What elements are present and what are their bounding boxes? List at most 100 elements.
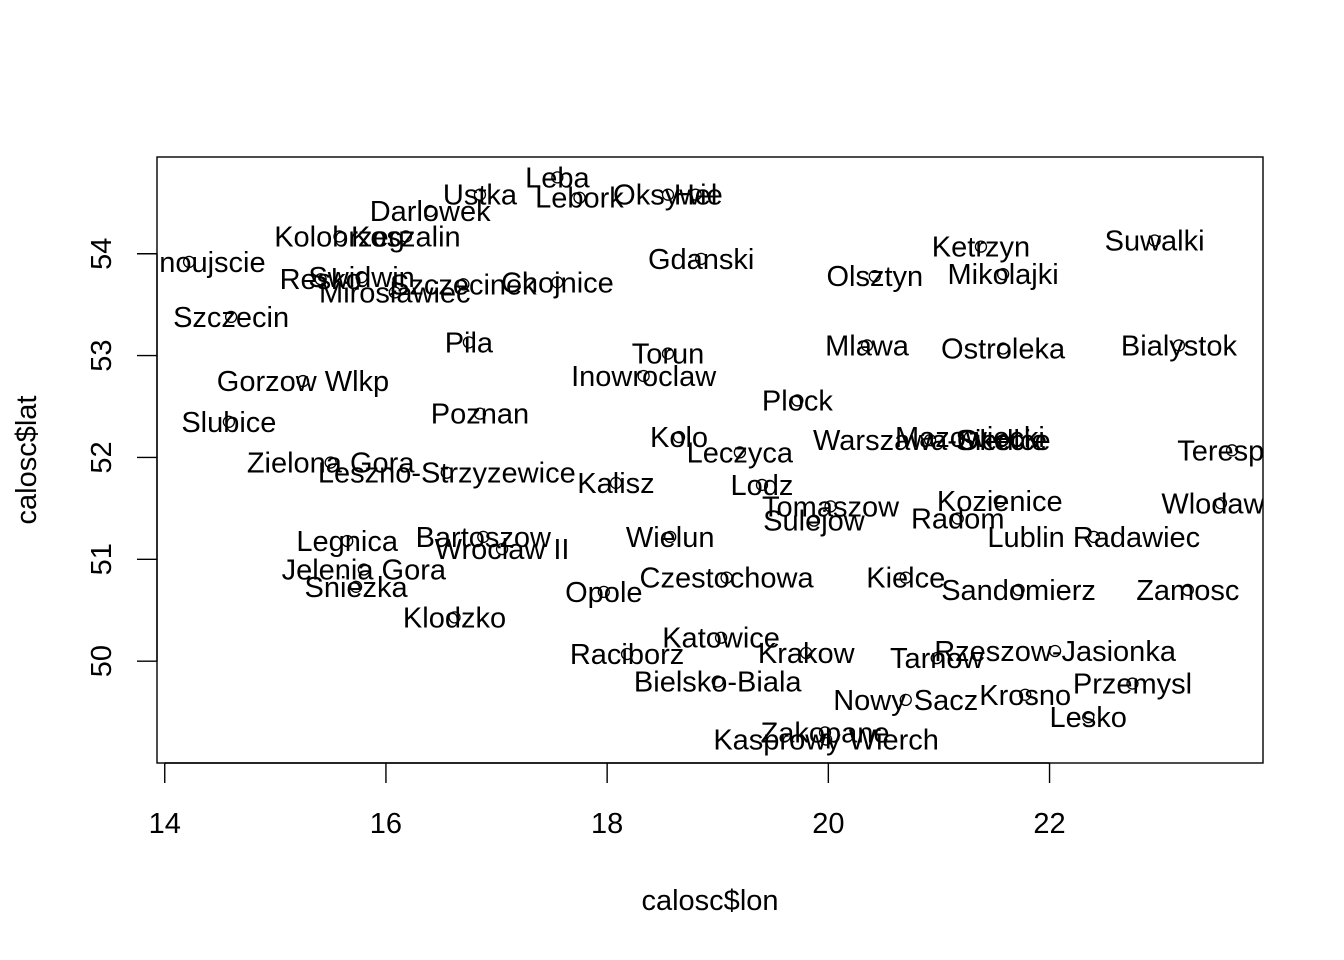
point-label: Warszawa-Okecie	[813, 425, 1047, 457]
point-label: Przemysl	[1073, 669, 1192, 701]
data-point	[923, 433, 937, 447]
data-point	[824, 500, 837, 513]
point-label: Leba	[525, 162, 590, 194]
point-label: Swidwin	[308, 262, 414, 294]
data-point	[314, 273, 327, 286]
point-label: Lodz	[731, 470, 794, 502]
point-label: Chojnice	[501, 267, 614, 299]
point-label: Szczecin	[173, 302, 289, 334]
data-point	[1048, 644, 1062, 658]
point-label: Kolo	[650, 422, 708, 454]
data-point	[457, 278, 470, 291]
point-label: Tarnow	[890, 643, 985, 675]
point-label: Koszalin	[351, 221, 461, 253]
point-label: Resko	[280, 264, 362, 296]
point-label: Kielce	[866, 563, 945, 595]
data-point	[993, 495, 1006, 508]
data-point	[791, 394, 804, 407]
data-point	[899, 693, 912, 707]
point-label: Radom	[911, 504, 1005, 536]
point-label: Siedlce	[956, 425, 1051, 457]
data-point	[661, 347, 675, 360]
data-point	[637, 369, 650, 383]
data-point	[672, 430, 686, 444]
x-axis-title: calosc$lon	[641, 885, 778, 917]
data-point	[996, 433, 1010, 447]
point-label: Zamosc	[1136, 575, 1239, 607]
data-point	[1012, 583, 1025, 597]
point-label: Sandomierz	[941, 575, 1096, 607]
data-point	[609, 476, 623, 490]
data-point	[399, 230, 413, 243]
y-axis-title: calosc$lat	[11, 396, 43, 525]
point-label: Kozienice	[937, 486, 1063, 518]
point-label: Mlawa	[825, 330, 910, 362]
data-point	[473, 188, 487, 201]
point-label: Krosno	[979, 680, 1071, 712]
point-label: Oksywie	[613, 180, 723, 212]
point-label: Ustka	[443, 180, 518, 212]
data-point	[755, 478, 769, 492]
point-label: Swinoujscie	[113, 247, 266, 279]
data-point	[733, 446, 747, 459]
point-label: Zielona Gora	[247, 448, 416, 480]
point-label: Wroclaw II	[435, 534, 570, 566]
point-label: Pila	[445, 327, 494, 359]
data-point	[296, 374, 310, 388]
x-axis: 14 16 18 20 22	[149, 762, 1066, 840]
data-point	[388, 286, 401, 299]
data-point	[573, 191, 586, 204]
point-label: Hel	[674, 180, 718, 212]
point-label: Torun	[632, 339, 705, 371]
x-tick-label: 16	[370, 808, 402, 840]
data-point	[1214, 497, 1228, 510]
point-label: Lebork	[535, 183, 624, 215]
point-label: Darlowek	[370, 196, 491, 228]
data-point	[349, 580, 363, 593]
point-label: Tomaszow	[762, 491, 900, 523]
point-label: Jelenia Gora	[282, 554, 447, 586]
point-label: Legnica	[296, 526, 398, 558]
point-label: Mikolajki	[947, 259, 1058, 291]
data-point	[899, 571, 912, 584]
point-label: Mirosławiec	[319, 277, 470, 309]
point-label: Bialystok	[1121, 330, 1238, 362]
data-point	[1225, 444, 1239, 457]
point-label: Inowroclaw	[571, 361, 717, 393]
data-point	[597, 585, 610, 599]
point-label: Czestochowa	[640, 563, 815, 595]
data-point	[996, 267, 1010, 281]
point-label: Kolobrzeg	[274, 221, 405, 253]
data-point	[689, 188, 702, 201]
data-point	[711, 675, 724, 688]
points-layer	[182, 171, 1239, 746]
point-label: Wielun	[626, 522, 715, 554]
data-point	[974, 240, 988, 253]
data-point	[551, 276, 564, 289]
data-point	[355, 271, 368, 284]
data-point	[720, 571, 733, 584]
data-point	[807, 514, 821, 527]
point-label: Bielsko-Biala	[634, 667, 802, 699]
point-label: Slubice	[181, 407, 276, 439]
data-point	[182, 255, 196, 269]
y-tick-label: 54	[86, 238, 118, 270]
data-point	[695, 252, 708, 265]
y-tick-label: 53	[86, 339, 118, 371]
point-label: Katowice	[662, 623, 780, 655]
data-point	[551, 171, 564, 184]
data-point	[860, 339, 874, 352]
point-label: Opole	[565, 577, 642, 609]
data-point	[495, 542, 509, 556]
point-label: Mazowiecki	[895, 422, 1045, 454]
data-point	[714, 631, 728, 644]
point-label: Sulejow	[763, 506, 866, 538]
data-point	[333, 230, 346, 243]
point-label: Gdanski	[648, 244, 754, 276]
data-point	[661, 188, 675, 201]
data-point	[462, 336, 476, 349]
data-point	[1019, 688, 1032, 701]
data-point	[357, 563, 370, 576]
